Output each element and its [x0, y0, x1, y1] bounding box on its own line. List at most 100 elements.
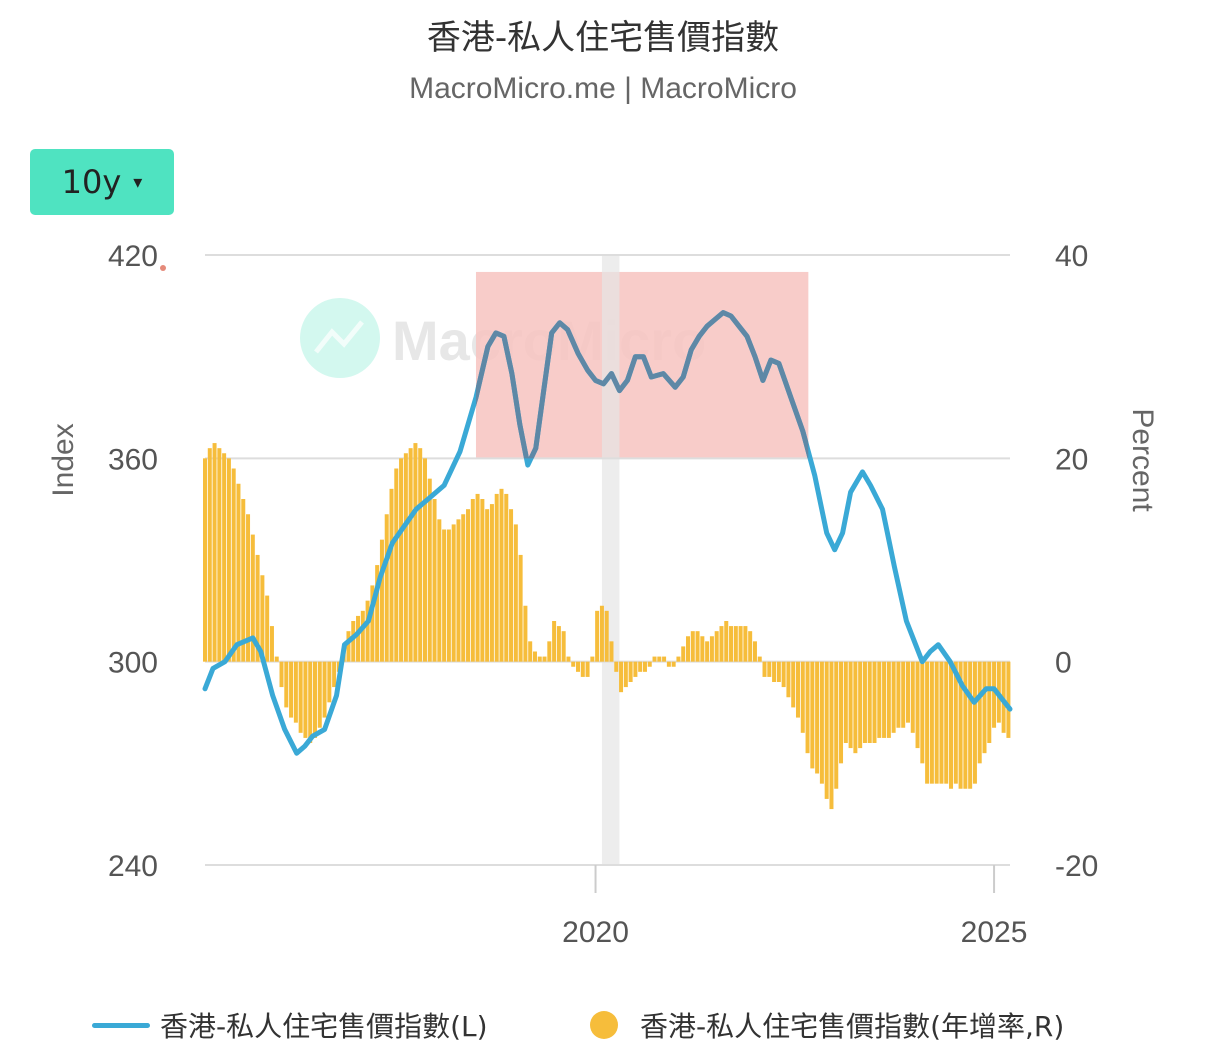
- bar-yoy[interactable]: [800, 661, 805, 733]
- bar-yoy[interactable]: [317, 661, 322, 728]
- bar-yoy[interactable]: [934, 661, 939, 784]
- bar-yoy[interactable]: [456, 519, 461, 662]
- bar-yoy[interactable]: [370, 585, 375, 662]
- bar-yoy[interactable]: [537, 656, 542, 662]
- bar-yoy[interactable]: [872, 661, 877, 743]
- bar-yoy[interactable]: [504, 493, 509, 662]
- bar-yoy[interactable]: [351, 621, 356, 662]
- bar-yoy[interactable]: [231, 468, 236, 662]
- bar-yoy[interactable]: [532, 651, 537, 662]
- bar-yoy[interactable]: [738, 626, 743, 662]
- bar-yoy[interactable]: [628, 661, 633, 682]
- bar-yoy[interactable]: [733, 626, 738, 662]
- bar-yoy[interactable]: [422, 458, 427, 662]
- bar-yoy[interactable]: [293, 661, 298, 723]
- bar-yoy[interactable]: [743, 626, 748, 662]
- bar-yoy[interactable]: [805, 661, 810, 754]
- bar-yoy[interactable]: [839, 661, 844, 764]
- bar-yoy[interactable]: [729, 626, 734, 662]
- bar-yoy[interactable]: [786, 661, 791, 698]
- bar-yoy[interactable]: [604, 610, 609, 662]
- bar-yoy[interactable]: [403, 453, 408, 662]
- bar-yoy[interactable]: [212, 443, 217, 662]
- bar-yoy[interactable]: [877, 661, 882, 738]
- bar-yoy[interactable]: [963, 661, 968, 789]
- bar-yoy[interactable]: [580, 661, 585, 677]
- bar-yoy[interactable]: [427, 478, 432, 662]
- bar-yoy[interactable]: [642, 661, 647, 672]
- bar-yoy[interactable]: [289, 661, 294, 718]
- bar-yoy[interactable]: [571, 661, 576, 667]
- bar-yoy[interactable]: [284, 661, 289, 708]
- bar-yoy[interactable]: [308, 661, 313, 743]
- bar-yoy[interactable]: [470, 499, 475, 662]
- bar-yoy[interactable]: [915, 661, 920, 749]
- bar-yoy[interactable]: [929, 661, 934, 784]
- bar-yoy[interactable]: [346, 631, 351, 662]
- bar-yoy[interactable]: [609, 641, 614, 662]
- bar-yoy[interactable]: [910, 661, 915, 733]
- bar-yoy[interactable]: [681, 646, 686, 662]
- bar-yoy[interactable]: [260, 575, 265, 662]
- range-selector-button[interactable]: 10y ▾: [30, 149, 174, 215]
- bar-yoy[interactable]: [375, 565, 380, 662]
- bar-yoy[interactable]: [901, 661, 906, 728]
- bar-yoy[interactable]: [547, 641, 552, 662]
- bar-yoy[interactable]: [862, 661, 867, 743]
- bar-yoy[interactable]: [772, 661, 777, 682]
- bar-yoy[interactable]: [365, 600, 370, 662]
- bar-yoy[interactable]: [509, 509, 514, 662]
- bar-yoy[interactable]: [647, 661, 652, 667]
- bar-yoy[interactable]: [968, 661, 973, 789]
- bar-yoy[interactable]: [461, 514, 466, 662]
- bar-yoy[interactable]: [638, 661, 643, 672]
- bar-yoy[interactable]: [810, 661, 815, 769]
- bar-yoy[interactable]: [795, 661, 800, 718]
- bar-yoy[interactable]: [241, 499, 246, 662]
- bar-yoy[interactable]: [748, 631, 753, 662]
- bar-yoy[interactable]: [776, 661, 781, 682]
- bar-yoy[interactable]: [619, 661, 624, 693]
- bar-yoy[interactable]: [279, 661, 284, 688]
- bar-yoy[interactable]: [686, 636, 690, 662]
- bar-yoy[interactable]: [896, 661, 901, 728]
- bar-yoy[interactable]: [858, 661, 863, 749]
- bar-yoy[interactable]: [566, 656, 571, 662]
- bar-yoy[interactable]: [848, 661, 853, 749]
- bar-yoy[interactable]: [599, 605, 604, 662]
- bar-yoy[interactable]: [767, 661, 772, 677]
- bar-yoy[interactable]: [360, 610, 365, 662]
- bar-yoy[interactable]: [513, 524, 518, 662]
- bar-yoy[interactable]: [623, 661, 628, 688]
- bar-yoy[interactable]: [384, 514, 389, 662]
- bar-yoy[interactable]: [791, 661, 796, 708]
- bar-yoy[interactable]: [518, 554, 523, 662]
- bar-yoy[interactable]: [700, 636, 705, 662]
- bar-yoy[interactable]: [705, 641, 710, 662]
- bar-yoy[interactable]: [556, 626, 561, 662]
- bar-yoy[interactable]: [652, 656, 657, 662]
- bar-yoy[interactable]: [203, 458, 207, 662]
- bar-yoy[interactable]: [824, 661, 829, 799]
- bar-yoy[interactable]: [834, 661, 839, 789]
- bar-yoy[interactable]: [265, 595, 270, 662]
- bar-yoy[interactable]: [489, 504, 494, 662]
- bar-yoy[interactable]: [542, 656, 547, 662]
- bar-yoy[interactable]: [552, 621, 557, 662]
- bar-yoy[interactable]: [303, 661, 308, 738]
- bar-yoy[interactable]: [246, 514, 251, 662]
- bar-yoy[interactable]: [987, 661, 992, 743]
- bar-yoy[interactable]: [671, 661, 676, 667]
- bar-yoy[interactable]: [882, 661, 887, 738]
- bar-yoy[interactable]: [752, 641, 757, 662]
- bar-yoy[interactable]: [466, 509, 471, 662]
- bar-yoy[interactable]: [953, 661, 958, 784]
- bar-yoy[interactable]: [585, 661, 590, 677]
- bar-yoy[interactable]: [662, 656, 667, 662]
- bar-yoy[interactable]: [379, 539, 384, 662]
- bar-yoy[interactable]: [226, 458, 231, 662]
- bar-yoy[interactable]: [762, 661, 767, 677]
- bar-yoy[interactable]: [475, 493, 480, 662]
- bar-yoy[interactable]: [676, 656, 681, 662]
- bar-yoy[interactable]: [595, 610, 600, 662]
